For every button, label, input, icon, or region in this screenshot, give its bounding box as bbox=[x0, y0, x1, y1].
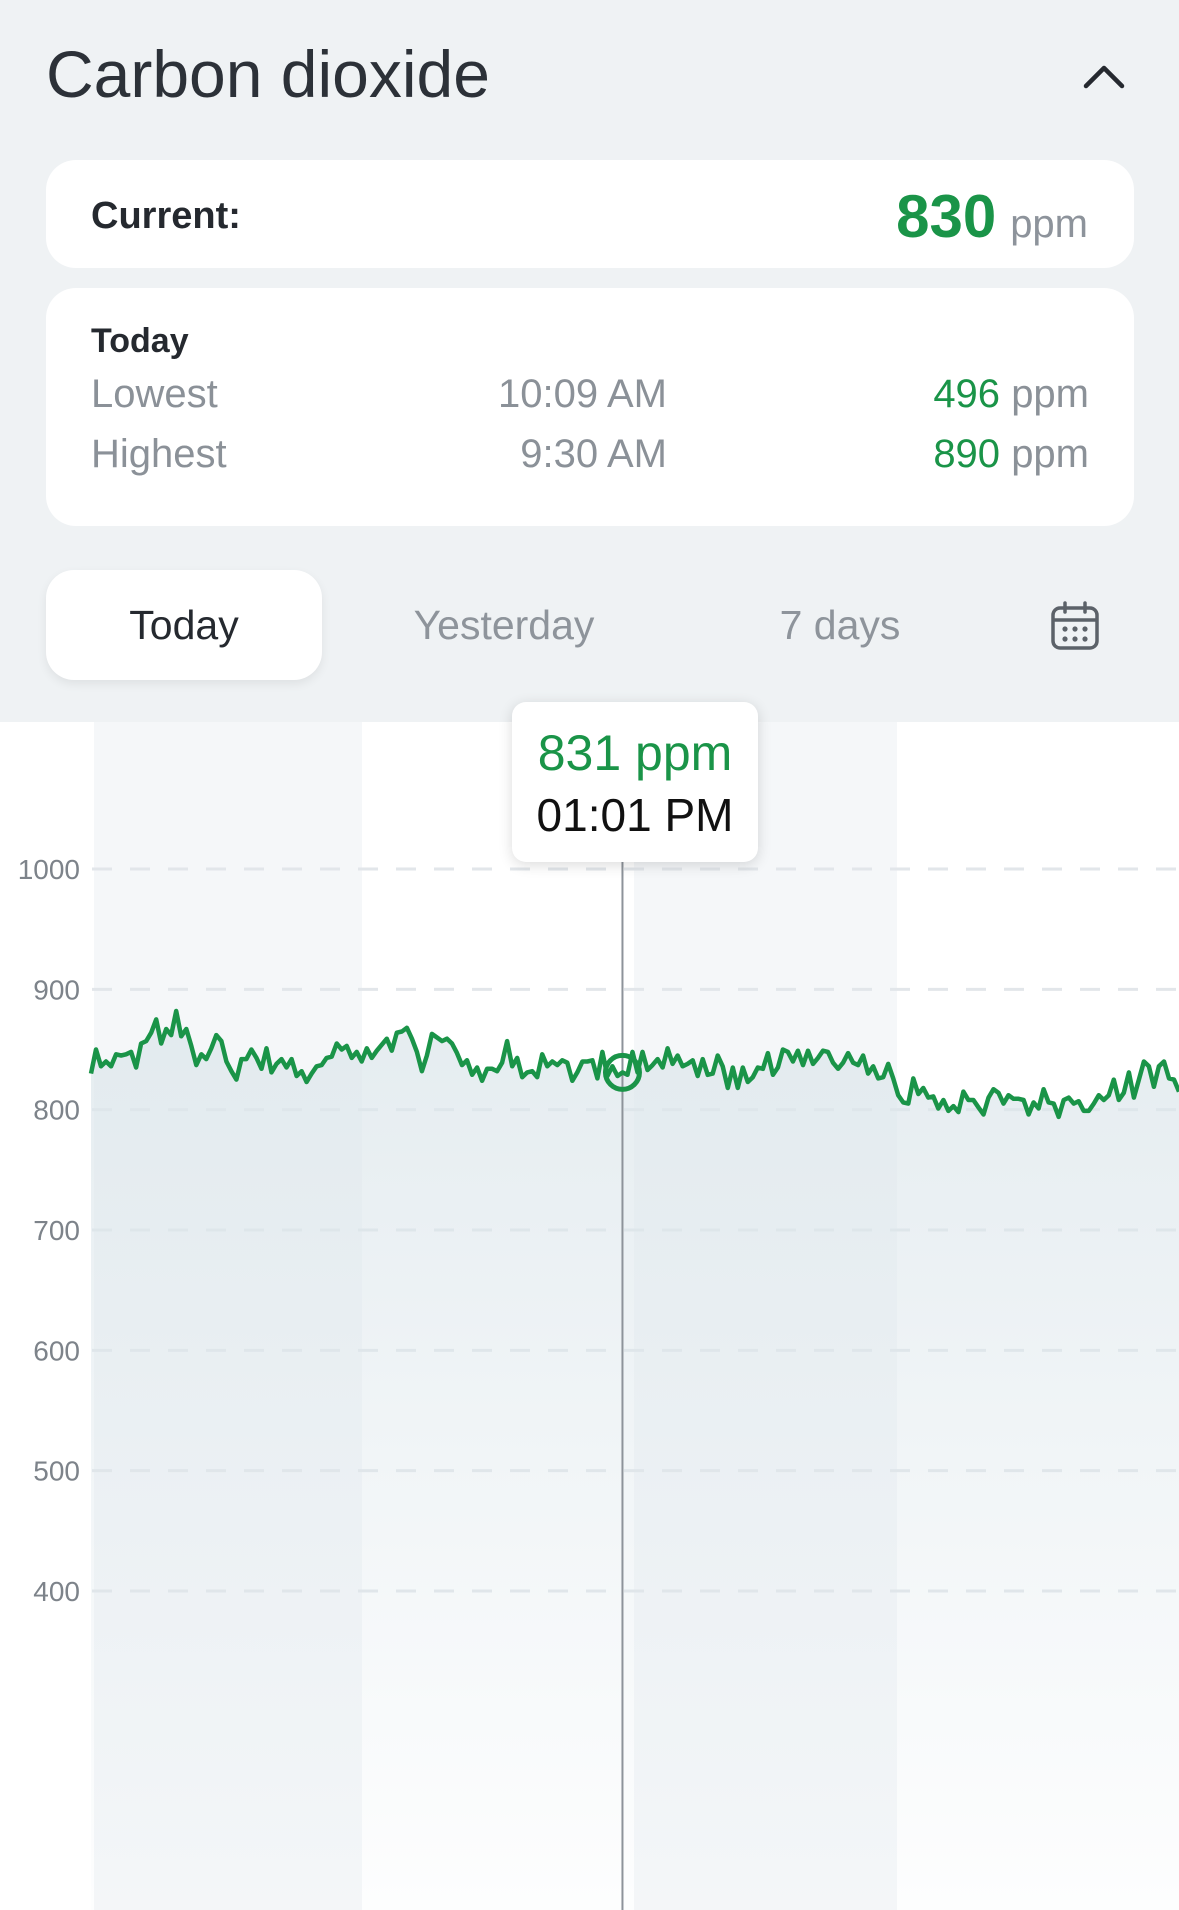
period-tabs: Today Yesterday 7 days bbox=[46, 570, 1134, 680]
chevron-up-icon[interactable] bbox=[1076, 52, 1132, 100]
calendar-icon[interactable] bbox=[1049, 600, 1101, 652]
y-tick-label: 700 bbox=[33, 1215, 80, 1246]
stat-value-unit: ppm bbox=[1011, 432, 1089, 476]
current-label: Current: bbox=[91, 195, 241, 237]
today-stats-title: Today bbox=[91, 322, 189, 360]
y-tick-label: 1000 bbox=[18, 854, 80, 885]
stat-row-lowest: Lowest 10:09 AM 496 ppm bbox=[91, 372, 1089, 418]
stat-label: Highest bbox=[91, 432, 227, 476]
tab-today[interactable]: Today bbox=[46, 570, 322, 680]
chart-tooltip: 831 ppm 01:01 PM bbox=[512, 702, 758, 862]
stat-value-number: 890 bbox=[933, 432, 1001, 476]
y-tick-label: 600 bbox=[33, 1335, 80, 1366]
stat-value: 890 ppm bbox=[933, 432, 1089, 477]
current-reading-card: Current: 830 ppm bbox=[46, 160, 1134, 268]
chart-canvas: 1000 900 800 700 600 500 400 bbox=[18, 722, 1179, 1910]
stat-value: 496 ppm bbox=[933, 372, 1089, 417]
chart-area-fill bbox=[91, 1011, 1179, 1910]
chart-cursor-marker bbox=[602, 1052, 642, 1092]
current-value-unit: ppm bbox=[1010, 202, 1088, 246]
y-tick-label: 400 bbox=[33, 1576, 80, 1607]
header: Carbon dioxide bbox=[0, 0, 1179, 160]
y-tick-label: 800 bbox=[33, 1095, 80, 1126]
stat-row-highest: Highest 9:30 AM 890 ppm bbox=[91, 432, 1089, 478]
current-value: 830 ppm bbox=[896, 182, 1088, 251]
stat-time: 10:09 AM bbox=[497, 372, 667, 416]
today-stats-card: Today Lowest 10:09 AM 496 ppm Highest 9:… bbox=[46, 288, 1134, 526]
tab-yesterday[interactable]: Yesterday bbox=[413, 602, 595, 648]
current-value-number: 830 bbox=[896, 183, 997, 250]
tooltip-time: 01:01 PM bbox=[536, 789, 734, 841]
page-title: Carbon dioxide bbox=[46, 37, 490, 111]
stat-value-unit: ppm bbox=[1011, 372, 1089, 416]
stat-time: 9:30 AM bbox=[520, 432, 667, 476]
y-tick-label: 500 bbox=[33, 1456, 80, 1487]
co2-chart[interactable]: 1000 900 800 700 600 500 400 bbox=[0, 722, 1179, 1910]
y-tick-label: 900 bbox=[33, 974, 80, 1005]
tab-7-days[interactable]: 7 days bbox=[779, 602, 901, 648]
stat-label: Lowest bbox=[91, 372, 218, 416]
stat-value-number: 496 bbox=[933, 372, 1001, 416]
tooltip-value: 831 ppm bbox=[537, 725, 733, 781]
